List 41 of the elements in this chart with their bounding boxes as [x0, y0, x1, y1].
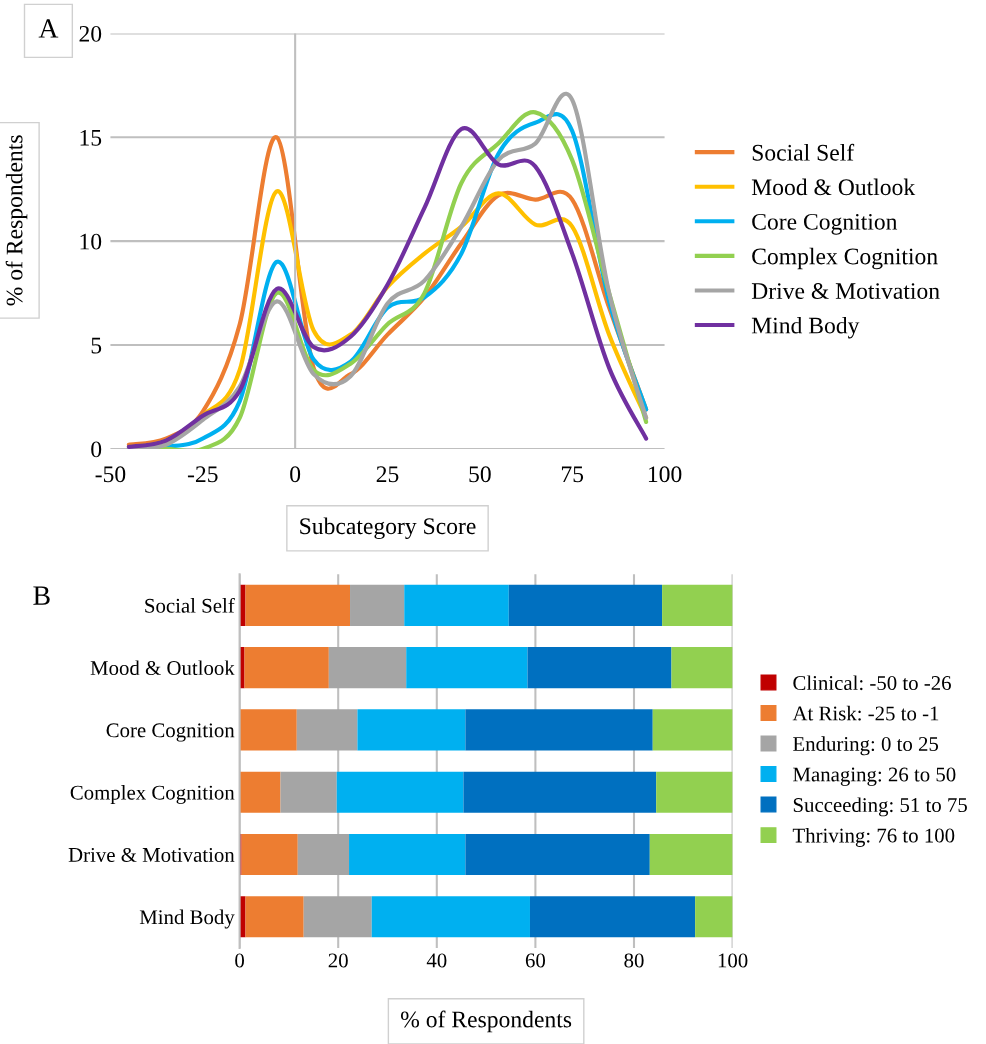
- y-tick-label: Complex Cognition: [70, 784, 235, 804]
- x-tick-label: 75: [561, 466, 584, 483]
- x-tick-label: 25: [376, 466, 399, 483]
- chart-title: A: [38, 19, 59, 38]
- legend-label: Complex Cognition: [752, 247, 938, 270]
- legend-label: Social Self: [752, 143, 855, 161]
- x-axis-title: Subcategory Score: [300, 517, 476, 540]
- x-tick-label: 60: [525, 953, 546, 968]
- legend-label: Managing: 26 to 50: [793, 767, 956, 786]
- x-tick-label: 100: [648, 466, 682, 483]
- legend-label: Enduring: 0 to 25: [793, 736, 939, 756]
- legend-label: Drive & Motivation: [751, 283, 940, 299]
- x-tick-label: 0: [290, 466, 301, 483]
- x-axis-title: % of Respondents: [401, 1010, 572, 1033]
- legend-label: Core Cognition: [752, 213, 898, 235]
- legend-label: Succeeding: 51 to 75: [793, 797, 967, 817]
- legend-label: Clinical: -50 to -26: [793, 675, 951, 691]
- y-tick-label: Drive & Motivation: [68, 847, 235, 862]
- x-tick-label: 100: [718, 953, 748, 968]
- x-tick-label: 80: [624, 953, 644, 968]
- x-tick-label: -25: [187, 466, 218, 483]
- y-tick-label: Core Cognition: [106, 723, 235, 742]
- y-tick-label: Social Self: [145, 597, 235, 613]
- legend-label: At Risk: -25 to -1: [792, 705, 939, 721]
- x-tick-label: -50: [95, 466, 126, 483]
- y-tick-label: Mood & Outlook: [90, 660, 235, 676]
- chart-title: B: [33, 586, 50, 605]
- y-tick-label: 20: [79, 25, 102, 42]
- x-tick-label: 50: [469, 466, 491, 483]
- y-tick-label: 0: [91, 441, 102, 458]
- legend-label: Mind Body: [751, 316, 860, 339]
- x-tick-label: 0: [235, 953, 245, 968]
- y-tick-label: Mind Body: [139, 909, 235, 929]
- legend-label: Mood & Outlook: [751, 178, 916, 196]
- x-tick-label: 20: [328, 953, 348, 968]
- y-tick-label: 15: [80, 129, 102, 146]
- y-tick-label: 5: [91, 337, 102, 354]
- y-tick-label: 10: [80, 233, 102, 250]
- y-axis-title: % of Respondents: [5, 135, 28, 306]
- legend-label: Thriving: 76 to 100: [792, 827, 955, 847]
- x-tick-label: 40: [426, 953, 447, 968]
